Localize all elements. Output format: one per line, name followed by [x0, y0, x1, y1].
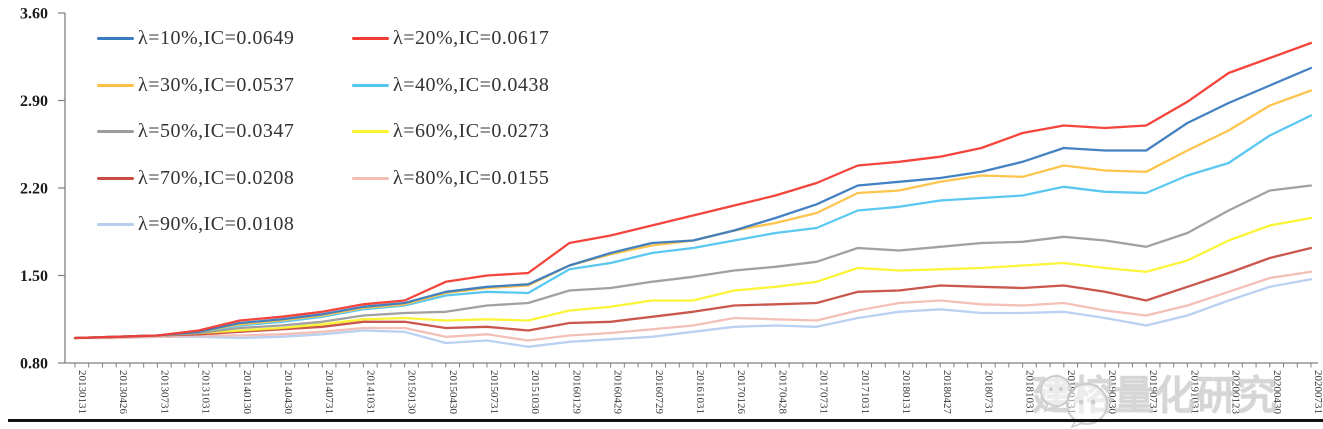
x-tick-label: 20170428: [776, 370, 788, 415]
series-line: [73, 216, 1313, 340]
x-tick-label: 20150130: [406, 370, 418, 415]
x-tick-label: 20151030: [529, 370, 541, 415]
x-tick-label: 20190731: [1147, 370, 1159, 414]
y-tick-label: 0.80: [20, 356, 48, 373]
series-line: [73, 66, 1313, 340]
x-tick-label: 20200123: [1230, 370, 1242, 415]
series-line: [73, 184, 1313, 340]
x-tick-label: 20200731: [1312, 370, 1323, 414]
x-tick-label: 20131031: [200, 370, 212, 414]
x-tick-label: 20190430: [1106, 370, 1118, 415]
x-tick-label: 20180131: [900, 370, 912, 414]
x-tick-label: 20190131: [1065, 370, 1077, 414]
x-tick-label: 20171031: [859, 370, 871, 414]
x-tick-label: 20140430: [282, 370, 294, 415]
x-tick-label: 20140130: [241, 370, 253, 415]
x-tick-label: 20170126: [735, 370, 747, 415]
x-tick-label: 20140731: [323, 370, 335, 414]
x-tick-label: 20130131: [76, 370, 88, 414]
series-line: [73, 270, 1313, 342]
y-tick-label: 2.20: [20, 181, 48, 198]
y-tick-label: 2.90: [20, 93, 48, 110]
bottom-divider: [8, 419, 1323, 422]
x-tick-label: 20160729: [653, 370, 665, 415]
x-tick-label: 20130731: [158, 370, 170, 414]
series-line: [73, 114, 1313, 340]
y-tick-label: 3.60: [20, 6, 48, 23]
x-tick-label: 20170731: [818, 370, 830, 414]
x-tick-label: 20180731: [982, 370, 994, 414]
series-line: [73, 278, 1313, 348]
x-tick-label: 20160129: [570, 370, 582, 415]
x-tick-label: 20130426: [117, 370, 129, 415]
series-line: [73, 246, 1313, 340]
x-tick-label: 20180427: [941, 370, 953, 415]
x-tick-label: 20160429: [612, 370, 624, 415]
x-tick-label: 20161031: [694, 370, 706, 414]
x-tick-label: 20150430: [447, 370, 459, 415]
y-tick-label: 1.50: [20, 268, 48, 285]
x-tick-label: 20150731: [488, 370, 500, 414]
x-tick-label: 20181031: [1024, 370, 1036, 414]
x-tick-label: 20191031: [1188, 370, 1200, 414]
series-line: [73, 41, 1313, 340]
x-tick-label: 20200430: [1271, 370, 1283, 415]
x-tick-label: 20141031: [364, 370, 376, 414]
